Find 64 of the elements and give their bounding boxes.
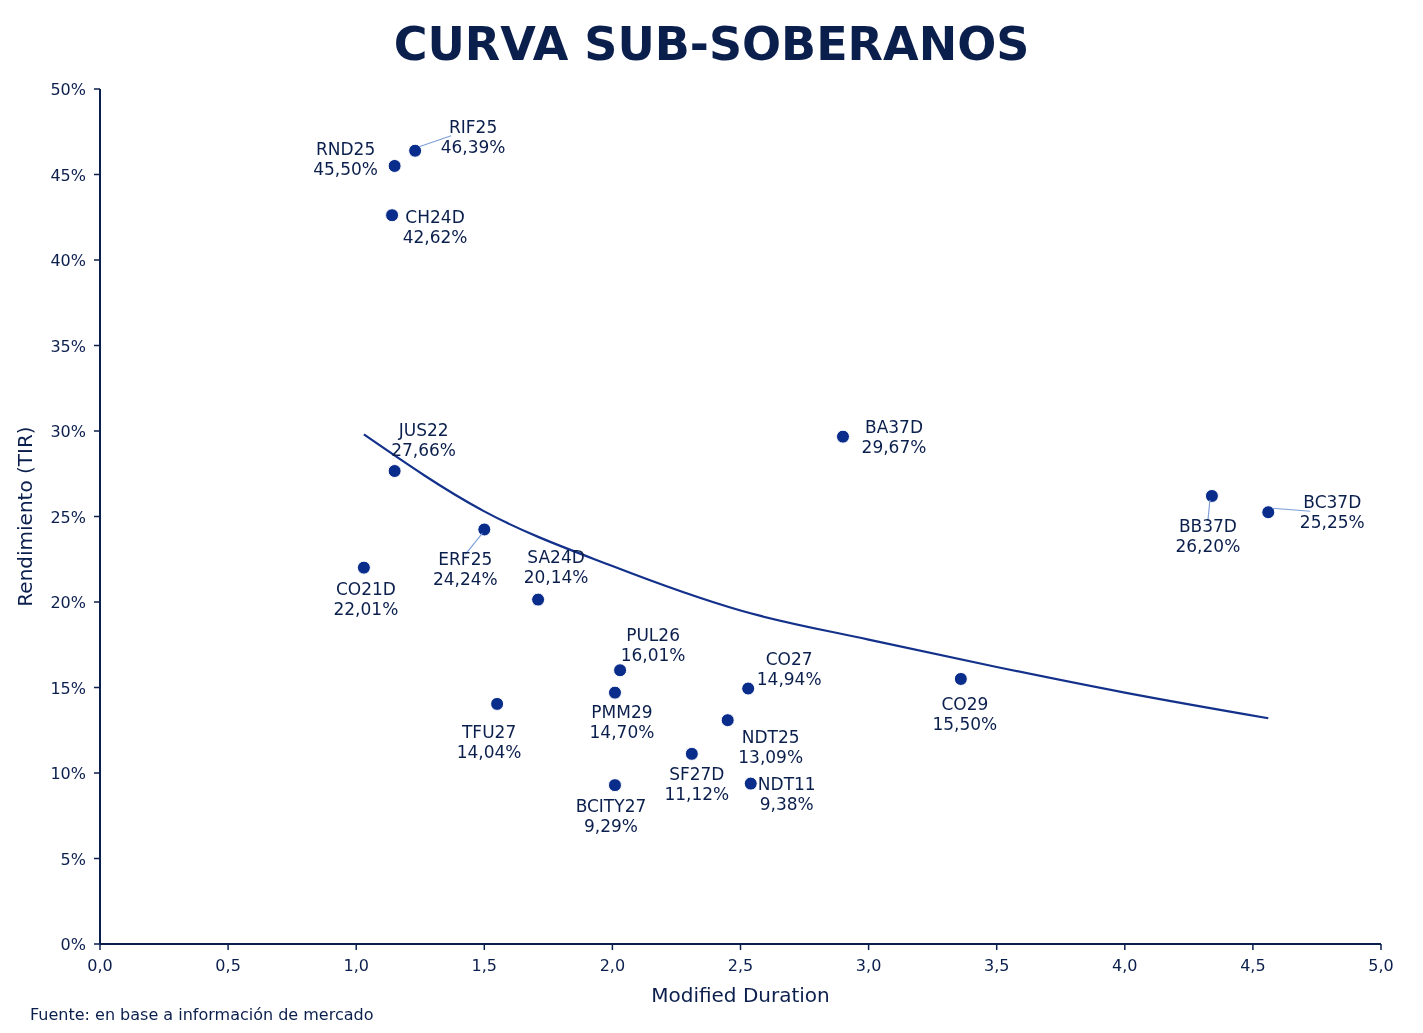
x-tick-label: 3,0 [855, 956, 882, 975]
point [387, 464, 402, 479]
point [385, 208, 400, 223]
annotation: JUS22 27,66% [391, 420, 457, 461]
x-tick-label: 2,5 [727, 956, 754, 975]
y-tick-label: 25% [50, 507, 86, 527]
y-tick-label: 0% [60, 935, 86, 954]
annotation: CH24D 42,62% [402, 207, 468, 248]
y-tick-label: 30% [50, 422, 86, 441]
point [356, 560, 371, 575]
point [531, 592, 546, 607]
point [743, 776, 758, 791]
annotation: ERF25 24,24% [432, 549, 498, 590]
annotation: BC37D 25,25% [1299, 492, 1365, 533]
x-tick-label: 1,0 [343, 956, 369, 975]
point [490, 696, 505, 711]
x-tick-label: 4,5 [1240, 956, 1266, 975]
y-tick-label: 10% [50, 764, 86, 783]
point [477, 522, 492, 537]
annotation: CO21D 22,01% [333, 578, 399, 619]
point [607, 685, 622, 700]
y-tick-label: 45% [50, 165, 86, 185]
annotation: TFU27 14,04% [456, 721, 522, 762]
point [953, 671, 968, 686]
y-tick-label: 20% [50, 593, 86, 612]
annotation: CO29 15,50% [932, 693, 998, 734]
point [387, 158, 402, 173]
annotation: SA24D 20,14% [523, 546, 589, 587]
x-tick-label: 2,0 [599, 956, 626, 975]
annotation: PUL26 16,01% [620, 625, 686, 666]
y-tick-label: 5% [60, 849, 86, 869]
annotation: BCITY27 9,29% [575, 796, 647, 837]
annotation: SF27D 11,12% [664, 763, 730, 804]
x-tick-label: 4,0 [1112, 956, 1138, 975]
point [741, 681, 756, 696]
x-tick-label: 0,0 [87, 956, 113, 975]
point [607, 778, 622, 793]
y-tick-label: 40% [50, 251, 86, 270]
x-tick-label: 0,5 [215, 956, 241, 975]
annotation: NDT11 9,38% [757, 773, 816, 814]
annotation: NDT25 13,09% [738, 727, 804, 768]
annotation: PMM29 14,70% [589, 701, 655, 742]
point [613, 663, 628, 678]
point [720, 713, 735, 728]
y-tick-label: 50% [50, 80, 86, 99]
point [1261, 505, 1276, 520]
y-tick-label: 15% [50, 678, 86, 698]
point [835, 429, 850, 444]
x-tick-label: 3,5 [983, 956, 1010, 975]
x-axis-title: Modified Duration [651, 983, 830, 1007]
y-tick-label: 35% [50, 336, 86, 356]
annotation: RND25 45,50% [313, 138, 379, 179]
x-tick-label: 5,0 [1368, 956, 1394, 975]
point [684, 746, 699, 761]
source-note: Fuente: en base a información de mercado [30, 1005, 374, 1024]
annotation: CO27 14,94% [756, 648, 822, 689]
y-axis-title: Rendimiento (TIR) [13, 426, 37, 607]
x-tick-label: 1,5 [471, 956, 498, 975]
point [1204, 488, 1219, 503]
annotation: BA37D 29,67% [861, 416, 927, 457]
annotation: BB37D 26,20% [1175, 515, 1241, 556]
point [408, 143, 423, 158]
chart-title: CURVA SUB-SOBERANOS [393, 17, 1030, 71]
annotation: RIF25 46,39% [440, 116, 506, 157]
